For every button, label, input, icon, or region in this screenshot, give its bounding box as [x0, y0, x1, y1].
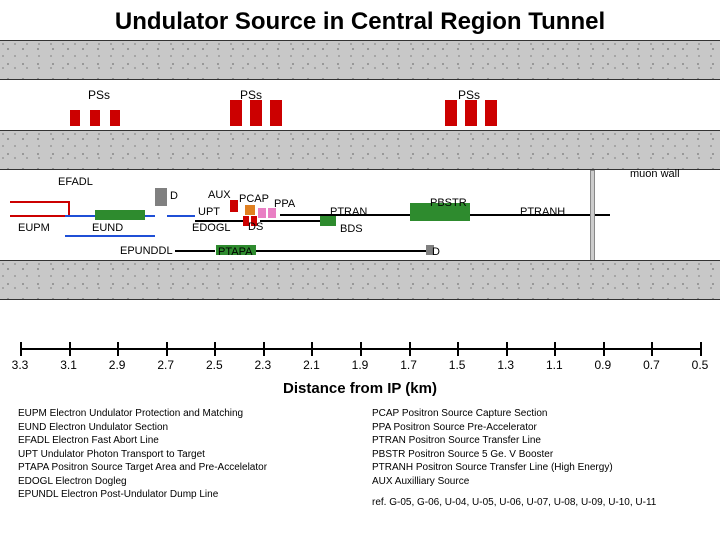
element-label: PTRANH [520, 206, 565, 218]
page-title: Undulator Source in Central Region Tunne… [0, 0, 720, 40]
axis-tick-label: 2.1 [303, 358, 320, 372]
element-label: UPT [198, 206, 220, 218]
axis-tick [20, 342, 22, 356]
axis-title: Distance from IP (km) [0, 380, 720, 397]
beam-element [65, 235, 155, 237]
element-label: EDOGL [192, 222, 231, 234]
element-label: EFADL [58, 176, 93, 188]
beam-element [10, 201, 70, 203]
legend-item: EUPM Electron Undulator Protection and M… [18, 407, 348, 421]
beamline-lane: EFADL D AUX PCAP PPA UPT PTRAN PBSTR PTRANH EUPM E… [0, 170, 720, 260]
ps-box [230, 100, 242, 126]
element-label: PTAPA [218, 246, 252, 258]
element-label: PPA [274, 198, 295, 210]
axis-tick-label: 2.9 [109, 358, 126, 372]
legend-item: PCAP Positron Source Capture Section [372, 407, 702, 421]
axis-tick-label: 1.9 [352, 358, 369, 372]
axis-tick-label: 1.5 [449, 358, 466, 372]
axis-tick [651, 342, 653, 356]
axis-tick-label: 2.5 [206, 358, 223, 372]
muon-wall [590, 170, 595, 268]
legend-item: EUND Electron Undulator Section [18, 421, 348, 435]
ps-box [445, 100, 457, 126]
element-label: EUPM [18, 222, 50, 234]
x-axis: 3.3 3.1 2.9 2.7 2.5 2.3 2.1 1.9 1.7 1.5 1.3 1.1 0.9 0… [0, 340, 720, 380]
muon-wall-label: muon wall [630, 168, 680, 180]
legend-item: EFADL Electron Fast Abort Line [18, 434, 348, 448]
legend-item: UPT Undulator Photon Transport to Target [18, 448, 348, 462]
axis-tick-label: 0.5 [692, 358, 709, 372]
legend-item: EPUNDL Electron Post-Undulator Dump Line [18, 488, 348, 502]
beam-element [256, 250, 426, 252]
axis-tick-label: 2.7 [157, 358, 174, 372]
axis-tick [214, 342, 216, 356]
ps-box [465, 100, 477, 126]
reference-text: ref. G-05, G-06, U-04, U-05, U-06, U-07,… [372, 488, 702, 510]
legend: EUPM Electron Undulator Protection and M… [0, 397, 720, 510]
beam-element [230, 200, 238, 212]
axis-tick-label: 0.7 [643, 358, 660, 372]
axis-tick-label: 2.3 [255, 358, 272, 372]
axis-tick-label: 1.1 [546, 358, 563, 372]
axis-tick [360, 342, 362, 356]
legend-item: PTRANH Positron Source Transfer Line (Hi… [372, 461, 702, 475]
beam-element [167, 215, 195, 217]
element-label: PTRAN [330, 206, 367, 218]
tunnel-wall-bot [0, 260, 720, 300]
beam-element [258, 208, 266, 218]
beam-element [155, 188, 167, 206]
legend-item: PPA Positron Source Pre-Accelerator [372, 421, 702, 435]
axis-tick [457, 342, 459, 356]
element-label: DS [248, 221, 263, 233]
axis-tick [603, 342, 605, 356]
beam-element [245, 205, 255, 215]
beam-element [175, 250, 215, 252]
axis-tick-label: 1.7 [400, 358, 417, 372]
legend-col-right: PCAP Positron Source Capture SectionPPA … [372, 407, 702, 510]
legend-item: PBSTR Positron Source 5 Ge. V Booster [372, 448, 702, 462]
legend-item: PTRAN Positron Source Transfer Line [372, 434, 702, 448]
axis-tick-label: 3.1 [60, 358, 77, 372]
ps-box [250, 100, 262, 126]
element-label: EUND [92, 222, 123, 234]
axis-tick [69, 342, 71, 356]
axis-tick-label: 3.3 [12, 358, 29, 372]
tunnel-wall-mid [0, 130, 720, 170]
axis-tick-label: 1.3 [497, 358, 514, 372]
beam-element [260, 220, 320, 222]
axis-tick [554, 342, 556, 356]
ps-box [110, 110, 120, 126]
ps-box [70, 110, 80, 126]
beam-element [68, 201, 70, 215]
axis-tick [263, 342, 265, 356]
ps-box [90, 110, 100, 126]
ps-label: PSs [88, 88, 110, 102]
axis-tick [117, 342, 119, 356]
element-label: D [170, 190, 178, 202]
ps-lane: PSsPSsPSs [0, 80, 720, 130]
legend-item: PTAPA Positron Source Target Area and Pr… [18, 461, 348, 475]
tunnel-wall-top [0, 40, 720, 80]
element-label: D [432, 246, 440, 258]
element-label: AUX [208, 189, 231, 201]
element-label: PCAP [239, 193, 269, 205]
legend-item: EDOGL Electron Dogleg [18, 475, 348, 489]
axis-tick [506, 342, 508, 356]
axis-tick [166, 342, 168, 356]
element-label: EPUNDDL [120, 245, 173, 257]
beam-element [95, 210, 145, 220]
element-label: PBSTR [430, 197, 467, 209]
axis-tick [409, 342, 411, 356]
element-label: BDS [340, 223, 363, 235]
axis-tick [311, 342, 313, 356]
axis-tick-label: 0.9 [595, 358, 612, 372]
beam-element [10, 215, 65, 217]
ps-box [485, 100, 497, 126]
axis-tick [700, 342, 702, 356]
legend-col-left: EUPM Electron Undulator Protection and M… [18, 407, 348, 510]
legend-item: AUX Auxilliary Source [372, 475, 702, 489]
diagram-area: PSsPSsPSs EFADL D AUX PCAP PPA UPT PTRAN PBSTR P… [0, 40, 720, 340]
ps-box [270, 100, 282, 126]
